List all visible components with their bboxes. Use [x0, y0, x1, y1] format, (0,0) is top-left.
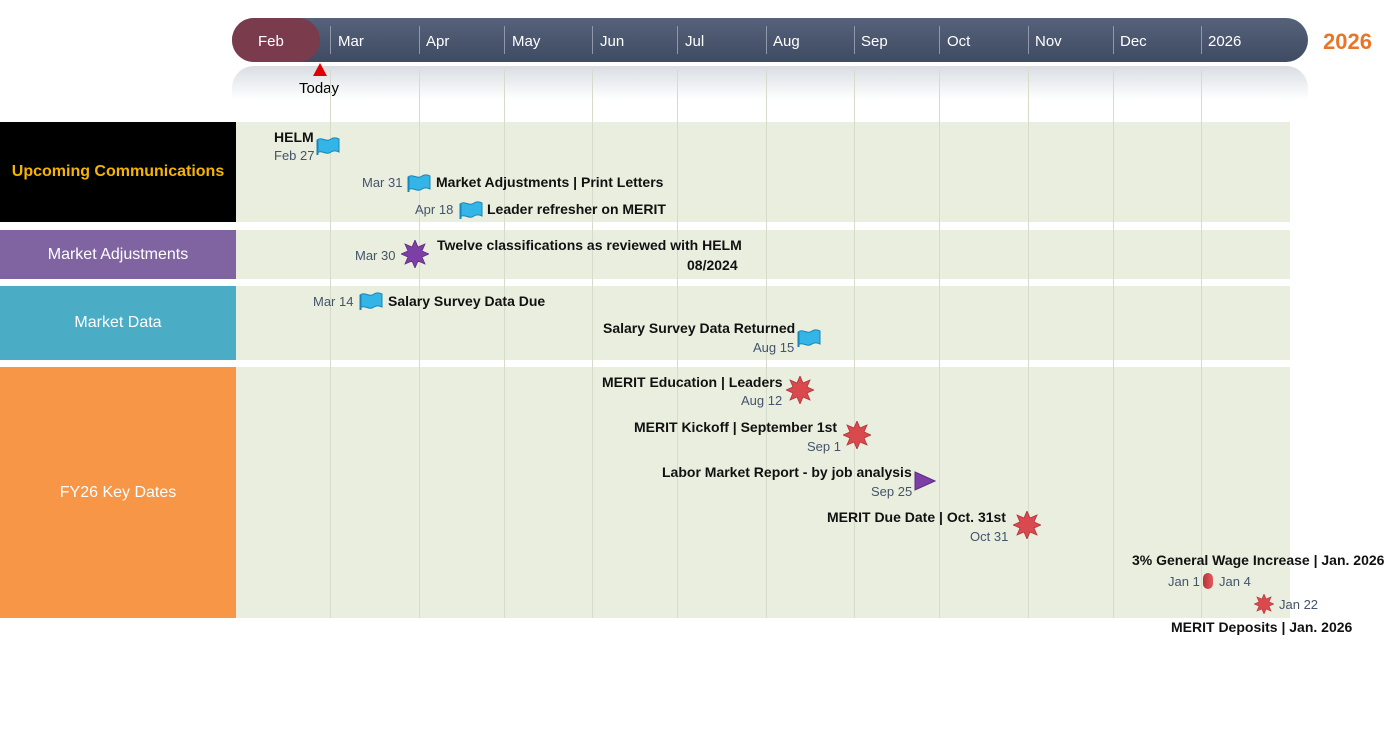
month-label-may: May [512, 33, 541, 50]
lane-label-market-data: Market Data [0, 286, 236, 360]
gridline [419, 70, 420, 618]
flag-icon [359, 291, 383, 311]
gridline [766, 70, 767, 618]
lane-label-upcoming-communications: Upcoming Communications [0, 122, 236, 222]
lane-body-market-data [236, 286, 1290, 360]
milestone-title-merit-deposits: MERIT Deposits | Jan. 2026 [1171, 619, 1353, 635]
milestone-date-leader-refresher: Apr 18 [415, 202, 454, 217]
milestone-date-twelve-classifications: Mar 30 [355, 248, 396, 263]
timescale-bar [232, 18, 1308, 62]
month-label-mar: Mar [338, 33, 364, 50]
month-tick [1201, 26, 1202, 54]
milestone-date-merit-kickoff: Sep 1 [807, 439, 841, 454]
month-tick [939, 26, 940, 54]
gridline [330, 70, 331, 618]
starburst-icon [843, 421, 871, 449]
capsule-icon [1203, 573, 1213, 589]
gridline [1113, 70, 1114, 618]
month-label-sep: Sep [861, 33, 888, 50]
milestone-title-helm: HELM [274, 129, 314, 145]
month-tick [419, 26, 420, 54]
milestone-date-labor-market: Sep 25 [871, 484, 913, 499]
milestone-title-labor-market: Labor Market Report - by job analysis [662, 464, 912, 480]
lane-label-market-adjustments: Market Adjustments [0, 230, 236, 279]
milestone-title-merit-due: MERIT Due Date | Oct. 31st [827, 509, 1006, 525]
month-tick [677, 26, 678, 54]
gridline [939, 70, 940, 618]
today-label: Today [299, 80, 340, 97]
milestone-date-merit-due: Oct 31 [970, 529, 1009, 544]
flag-icon [797, 328, 821, 348]
milestone-title-general-wage-increase: 3% General Wage Increase | Jan. 2026 [1132, 552, 1385, 568]
month-tick [330, 26, 331, 54]
timescale-shadow [232, 66, 1308, 106]
milestone-title-merit-education: MERIT Education | Leaders [602, 374, 783, 390]
milestone-date-merit-deposits: Jan 22 [1279, 597, 1319, 612]
month-tick [1028, 26, 1029, 54]
milestone-title-twelve-classifications: Twelve classifications as reviewed with … [437, 237, 742, 253]
gridline [677, 70, 678, 618]
year-label: 2026 [1323, 29, 1372, 54]
month-label-nov: Nov [1035, 33, 1062, 50]
flag-icon [407, 173, 431, 193]
gridline [592, 70, 593, 618]
month-tick [504, 26, 505, 54]
flag-icon [316, 136, 340, 156]
month-tick [1113, 26, 1114, 54]
gridline [504, 70, 505, 618]
lane-body-fy26-key-dates [236, 367, 1290, 618]
milestone-title-survey-due: Salary Survey Data Due [388, 293, 546, 309]
milestone-date-general-wage-end: Jan 4 [1219, 574, 1251, 589]
starburst-icon [1254, 594, 1274, 614]
milestone-date-survey-returned: Aug 15 [753, 340, 795, 355]
milestone-title-survey-returned: Salary Survey Data Returned [603, 320, 796, 336]
month-label-2026: 2026 [1208, 33, 1242, 50]
flag-icon [459, 200, 483, 220]
milestone-date-helm: Feb 27 [274, 148, 315, 163]
month-tick [592, 26, 593, 54]
month-label-dec: Dec [1120, 33, 1147, 50]
month-label-oct: Oct [947, 33, 971, 50]
starburst-icon [786, 376, 814, 404]
milestone-title-twelve-classifications-line2: 08/2024 [687, 257, 738, 273]
month-label-apr: Apr [426, 33, 450, 50]
lane-body-upcoming-communications [236, 122, 1290, 222]
triangle-icon [914, 471, 936, 491]
month-tick [854, 26, 855, 54]
month-label-aug: Aug [773, 33, 800, 50]
gridline [1201, 70, 1202, 618]
month-label-feb: Feb [258, 33, 284, 50]
elapsed-segment [232, 18, 320, 62]
milestone-date-general-wage-start: Jan 1 [1168, 574, 1200, 589]
milestone-title-print-letters: Market Adjustments | Print Letters [436, 174, 664, 190]
milestone-title-merit-kickoff: MERIT Kickoff | September 1st [634, 419, 838, 435]
gridline [1028, 70, 1029, 618]
month-tick [766, 26, 767, 54]
milestone-title-leader-refresher: Leader refresher on MERIT [487, 201, 666, 217]
lane-label-fy26-key-dates: FY26 Key Dates [0, 367, 236, 618]
milestone-date-print-letters: Mar 31 [362, 175, 403, 190]
month-label-jun: Jun [600, 33, 625, 50]
month-label-jul: Jul [685, 33, 705, 50]
star-icon [401, 240, 429, 268]
starburst-icon [1013, 511, 1041, 539]
milestone-date-merit-education: Aug 12 [741, 393, 783, 408]
gridline [854, 70, 855, 618]
milestone-date-survey-due: Mar 14 [313, 294, 354, 309]
today-marker-icon [313, 63, 327, 76]
